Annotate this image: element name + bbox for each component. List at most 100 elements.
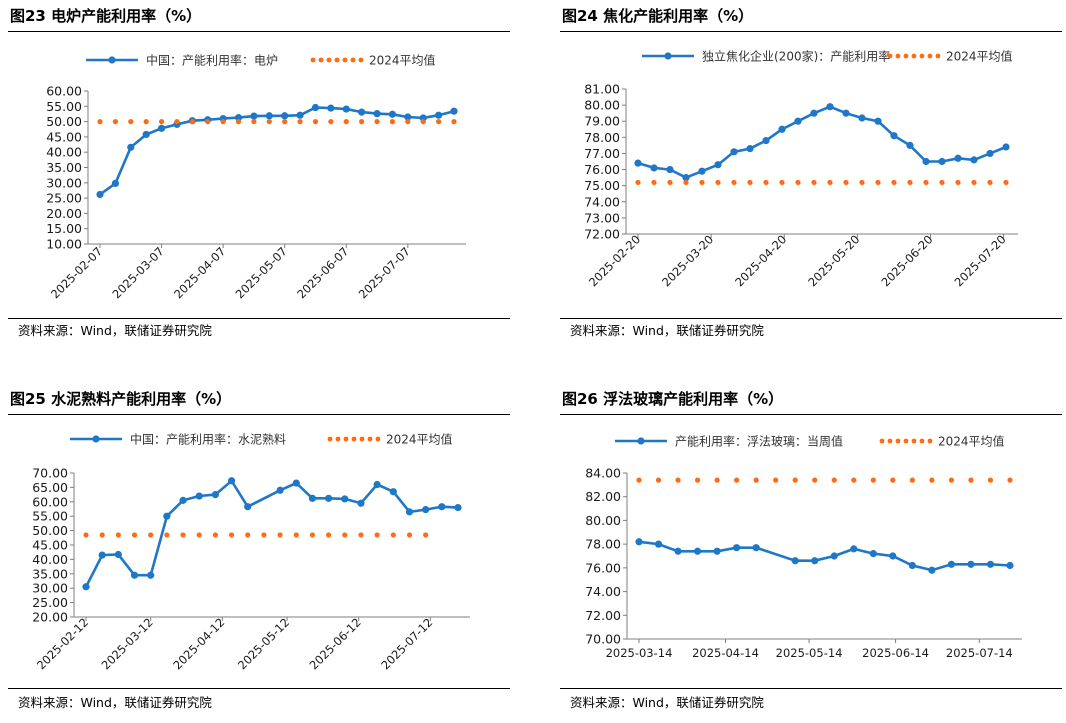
y-tick-label: 55.00 (46, 99, 82, 114)
x-tick-label: 2025-04-14 (692, 646, 759, 660)
avg-line-dot (423, 532, 429, 538)
avg-line-dot (196, 532, 202, 538)
avg-line-dot (374, 532, 380, 538)
y-tick-label: 10.00 (46, 237, 82, 252)
data-point (438, 503, 446, 511)
x-tick-label: 2025-06-14 (862, 646, 929, 660)
avg-line-dot (715, 179, 721, 186)
data-point (82, 583, 90, 591)
avg-line-dot (694, 477, 701, 483)
data-point (826, 103, 834, 111)
legend-label: 2024平均值 (938, 434, 1005, 449)
data-point (762, 136, 770, 145)
legend-dot (911, 438, 917, 444)
avg-line-dot (843, 179, 849, 186)
legend-dot (326, 57, 332, 63)
legend-dot (895, 438, 901, 444)
data-point (698, 167, 706, 175)
avg-line-dot (99, 532, 105, 538)
avg-line-dot (405, 119, 411, 125)
y-tick-label: 76.00 (585, 560, 621, 575)
avg-line-dot (389, 119, 396, 125)
avg-line-dot (297, 119, 303, 125)
data-point (890, 132, 898, 140)
avg-line-dot (328, 119, 334, 125)
data-point (811, 557, 819, 565)
series-line (637, 105, 1007, 180)
chart-svg-1: 10.0015.0020.0025.0030.0035.0040.0045.00… (46, 53, 466, 301)
chart-panel-3: 图25 水泥熟料产能利用率（%） 20.00 25.00 30.00 35.00 40.… (8, 383, 523, 723)
data-point (938, 157, 946, 166)
avg-line-dot (971, 179, 977, 186)
chart-svg-4: 70.00 72.00 74.00 76.00 78.00 80.00 82.00 84.00… (585, 434, 1022, 660)
chart-title: 图23 电炉产能利用率（%） (10, 7, 202, 25)
data-point (858, 114, 866, 122)
y-tick-label: 79.00 (584, 114, 620, 129)
y-tick-label: 73.00 (584, 210, 620, 225)
data-point (114, 550, 122, 559)
avg-line-dot (968, 477, 974, 483)
data-point (211, 491, 219, 499)
chart-panel-4: 图26 浮法玻璃产能利用率（%） 70.00 72.00 74.00 76.00 78.… (560, 383, 1066, 723)
avg-line-dot (987, 477, 994, 483)
data-point (96, 190, 104, 199)
y-tick-label: 50.00 (46, 114, 82, 129)
avg-line-dot (359, 119, 365, 125)
y-tick-label: 35.00 (32, 566, 68, 581)
avg-line-dot (987, 179, 993, 186)
x-tick-label: 2025-04-07 (171, 244, 228, 301)
avg-line-dot (891, 179, 897, 186)
x-tick-label: 2025-05-14 (776, 646, 843, 660)
y-tick-label: 35.00 (46, 160, 82, 175)
data-point (111, 179, 119, 188)
avg-line-dot (870, 477, 876, 483)
y-tick-label: 25.00 (32, 595, 68, 610)
data-point (714, 161, 722, 169)
data-point (869, 550, 877, 558)
legend-label: 2024平均值 (946, 49, 1013, 64)
avg-line-dot (948, 477, 955, 483)
avg-line-dot (342, 532, 348, 538)
data-point (342, 105, 350, 113)
data-point (98, 551, 106, 559)
avg-line-dot (343, 119, 349, 125)
avg-line-dot (228, 532, 235, 538)
avg-line-dot (651, 179, 657, 186)
data-point (713, 547, 721, 555)
avg-line-dot (1003, 179, 1009, 186)
data-point (986, 149, 994, 158)
legend-dot (935, 53, 941, 59)
y-tick-label: 40.00 (46, 145, 82, 160)
data-point (373, 480, 381, 489)
data-point (450, 107, 458, 115)
avg-line-dot (929, 477, 935, 483)
y-tick-label: 74.00 (585, 584, 621, 599)
data-point (922, 157, 930, 166)
data-point (404, 113, 412, 121)
avg-line-dot (655, 477, 662, 483)
data-point (179, 496, 187, 504)
legend-label: 2024平均值 (386, 432, 453, 447)
avg-line-dot (312, 119, 319, 125)
x-tick-label: 2025-05-20 (805, 232, 862, 289)
chart-panel-2: 图24 焦化产能利用率（%） 72.00 73.00 74.00 75.00 76.00… (560, 0, 1066, 340)
avg-line-dot (374, 119, 380, 125)
avg-line-dot (277, 532, 283, 538)
data-point (325, 494, 333, 502)
x-tick-label: 2025-04-20 (732, 232, 789, 289)
legend-dot (359, 436, 365, 442)
data-point (666, 165, 674, 174)
data-point (1006, 561, 1014, 570)
data-point (250, 112, 258, 120)
top-rule (8, 31, 510, 32)
data-point (296, 111, 304, 119)
avg-line-dot (635, 179, 641, 186)
x-tick-label: 2025-07-12 (378, 615, 435, 672)
legend-label: 独立焦化企业(200家)：产能利用率 (702, 49, 890, 64)
y-tick-label: 50.00 (32, 523, 68, 538)
avg-line-dot (812, 477, 818, 483)
avg-line-dot (763, 179, 769, 186)
y-tick-label: 72.00 (585, 608, 621, 623)
data-point (850, 545, 858, 553)
data-point (970, 156, 978, 164)
